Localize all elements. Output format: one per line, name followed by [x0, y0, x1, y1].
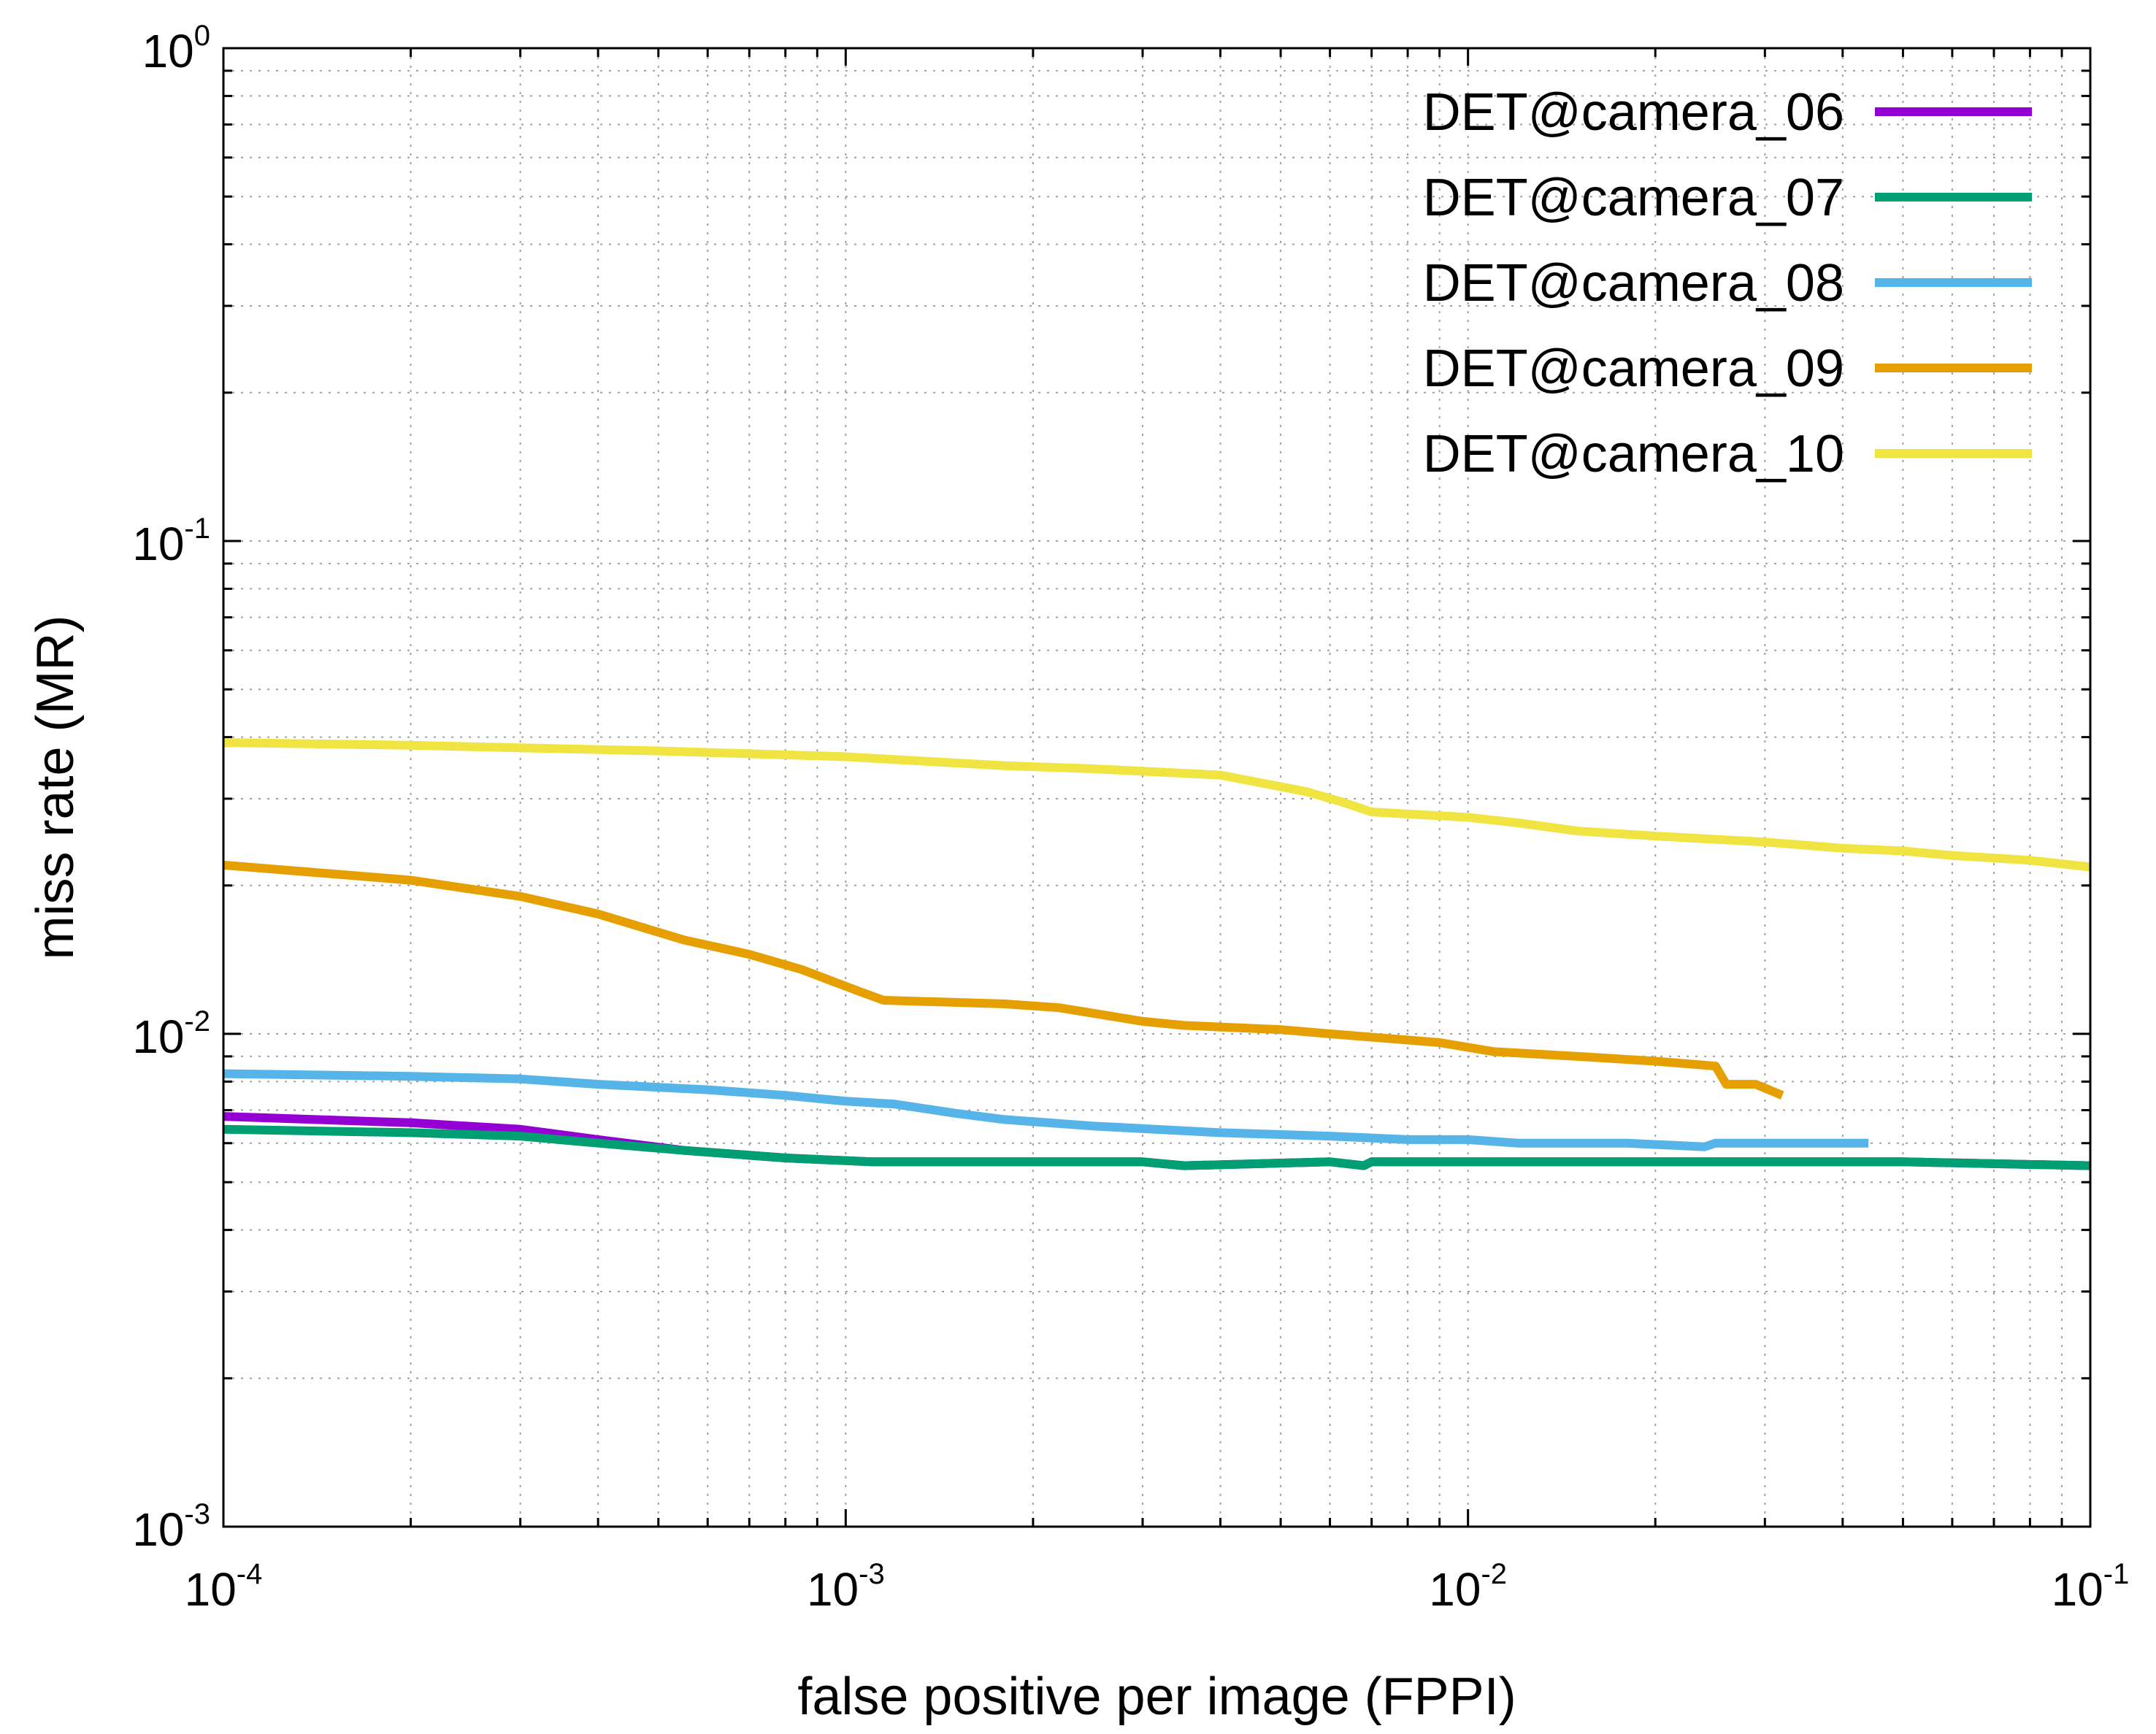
x-tick-label: 10-1	[2052, 1558, 2130, 1616]
legend-label: DET@camera_06	[1423, 83, 1844, 142]
series-line-3	[223, 1069, 1869, 1151]
legend-label: DET@camera_07	[1423, 169, 1844, 227]
series-line-5	[223, 738, 2091, 872]
x-axis-title: false positive per image (FPPI)	[797, 1668, 1516, 1726]
legend: DET@camera_06 DET@camera_07 DET@camera_08 D…	[1423, 83, 2032, 483]
legend-label: DET@camera_10	[1423, 425, 1844, 483]
series-lines	[223, 738, 2091, 1170]
series-line-2	[223, 1124, 2091, 1170]
x-tick-label: 10-4	[185, 1558, 263, 1616]
y-tick-label: 10-1	[132, 513, 210, 570]
grid-lines	[223, 48, 2090, 1527]
y-axis-title: miss rate (MR)	[26, 615, 85, 960]
y-tick-label: 100	[142, 20, 210, 77]
x-tick-label: 10-2	[1429, 1558, 1507, 1616]
plot-frame	[222, 47, 2092, 1528]
series-line-4	[223, 860, 1784, 1100]
y-tick-label: 10-3	[132, 1498, 210, 1556]
x-tick-label: 10-3	[807, 1558, 885, 1616]
legend-label: DET@camera_09	[1423, 339, 1844, 398]
legend-label: DET@camera_08	[1423, 254, 1844, 312]
y-tick-label: 10-2	[132, 1005, 210, 1063]
